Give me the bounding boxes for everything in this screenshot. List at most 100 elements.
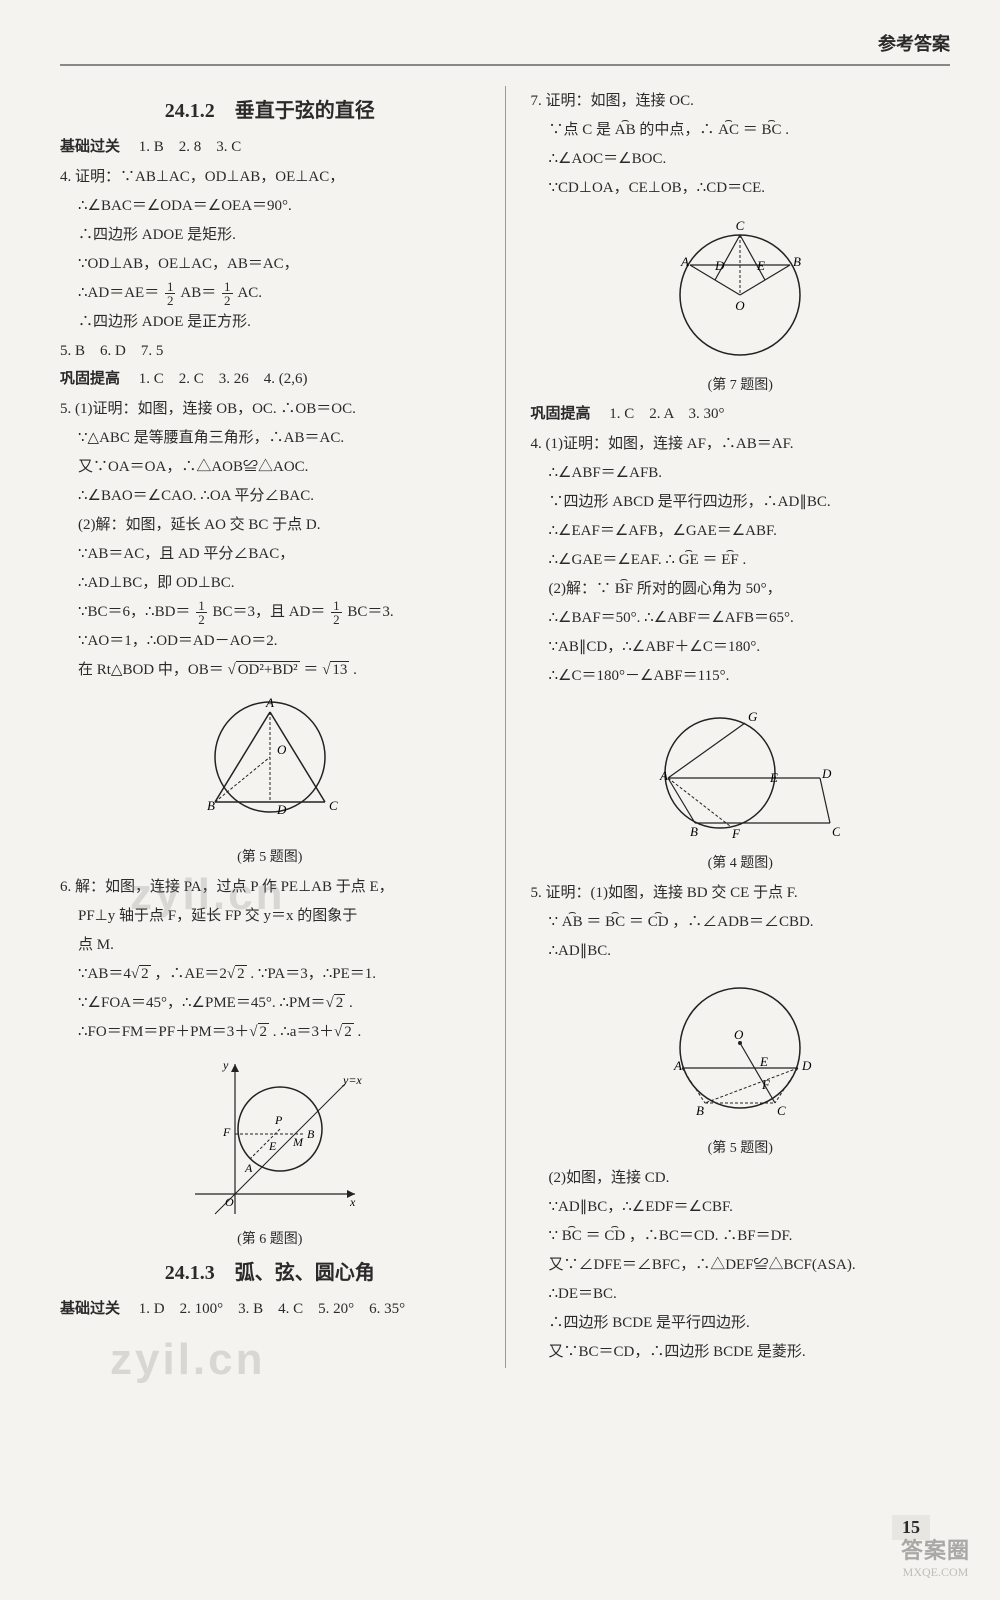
basic-answers-line-2: 基础过关 1. D 2. 100° 3. B 4. C 5. 20° 6. 35… [60,1297,480,1323]
q5-line1: 5. (1)证明：如图，连接 OB，OC. ∴OB＝OC. [60,396,480,423]
q5-line7: ∴AD⊥BC，即 OD⊥BC. [60,570,480,597]
rq4-line8: ∵AB∥CD，∴∠ABF＋∠C＝180°. [531,634,951,661]
svg-text:D: D [821,766,832,781]
watermark-logo: 答案圈 MXQE.COM [901,1533,970,1580]
consolidate-label-2: 巩固提高 [531,406,591,422]
rq4-line4: ∴∠EAF＝∠AFB，∠GAE＝∠ABF. [531,518,951,545]
svg-text:C: C [777,1103,786,1118]
svg-text:A: A [265,695,274,710]
basic-tail: 5. B 6. D 7. 5 [60,339,480,365]
fig4-caption: (第 4 题图) [531,852,951,872]
q7-line3: ∴∠AOC＝∠BOC. [531,146,951,173]
rq5-line8: ∴DE＝BC. [531,1281,951,1308]
svg-text:O: O [277,742,287,757]
q4-label: 4. [60,169,71,185]
svg-text:G: G [748,709,758,724]
two-columns: 24.1.2 垂直于弦的直径 基础过关 1. B 2. 8 3. C 4. 证明… [60,86,950,1368]
basic-answers: 1. B 2. 8 3. C [139,139,242,155]
basic-label-2: 基础过关 [60,1301,120,1317]
q6-line5: ∵∠FOA＝45°，∴∠PME＝45°. ∴PM＝√2 . [60,990,480,1017]
rq5-line2: ∵ AB ＝ BC ＝ CD ，∴∠ADB＝∠CBD. [531,909,951,936]
rq5-line9: ∴四边形 BCDE 是平行四边形. [531,1310,951,1337]
consolidate-label: 巩固提高 [60,371,120,387]
q6-line1: 6. 解：如图，连接 PA，过点 P 作 PE⊥AB 于点 E， [60,874,480,901]
svg-text:A: A [673,1058,682,1073]
svg-text:D: D [714,258,725,273]
header-title: 参考答案 [878,34,950,54]
svg-text:x: x [349,1195,356,1209]
q5-line2: ∵△ABC 是等腰直角三角形，∴AB＝AC. [60,425,480,452]
svg-text:F: F [761,1077,771,1092]
consolidate-line: 巩固提高 1. C 2. C 3. 26 4. (2,6) [60,367,480,393]
svg-text:E: E [769,770,778,785]
basic-answers-2: 1. D 2. 100° 3. B 4. C 5. 20° 6. 35° [139,1301,405,1317]
svg-text:B: B [696,1103,704,1118]
q4-line6: ∴四边形 ADOE 是正方形. [60,309,480,336]
q6-line2: PF⊥y 轴于点 F，延长 FP 交 y＝x 的图象于 [60,903,480,930]
section-title-24-1-3: 24.1.3 弧、弦、圆心角 [60,1256,480,1285]
rq5-line7: 又∵∠DFE＝∠BFC，∴△DEF≌△BCF(ASA). [531,1252,951,1279]
rq4-label: 4. [531,436,542,452]
q4-line4: ∵OD⊥AB，OE⊥AC，AB＝AC， [60,251,480,278]
svg-text:E: E [268,1139,277,1153]
rq5-line10: 又∵BC＝CD，∴四边形 BCDE 是菱形. [531,1339,951,1366]
q5-line4: ∴∠BAO＝∠CAO. ∴OA 平分∠BAC. [60,483,480,510]
svg-text:B: B [793,254,801,269]
svg-text:B: B [207,798,215,813]
rq5-line5: ∵AD∥BC，∴∠EDF＝∠CBF. [531,1194,951,1221]
svg-text:B: B [307,1127,315,1141]
rq5-line4: (2)如图，连接 CD. [531,1165,951,1192]
q6-line6: ∴FO＝FM＝PF＋PM＝3＋√2 . ∴a＝3＋√2 . [60,1019,480,1046]
rq5-line1: 5. 证明：(1)如图，连接 BD 交 CE 于点 F. [531,880,951,907]
q5-line5: (2)解：如图，延长 AO 交 BC 于点 D. [60,512,480,539]
svg-text:D: D [276,802,287,817]
figure-4-right: A B C D E F G (第 4 题图) [531,698,951,872]
svg-text:O: O [225,1195,234,1209]
q5-line3: 又∵OA＝OA，∴△AOB≌△AOC. [60,454,480,481]
figure-7-right: C A B D E O (第 7 题图) [531,210,951,394]
svg-text:F: F [222,1125,231,1139]
rq4-line9: ∴∠C＝180°－∠ABF＝115°. [531,663,951,690]
section-title-24-1-2: 24.1.2 垂直于弦的直径 [60,94,480,123]
svg-text:y=x: y=x [342,1073,362,1087]
q6-label: 6. [60,879,71,895]
rq5-line6: ∵ BC ＝ CD ，∴BC＝CD. ∴BF＝DF. [531,1223,951,1250]
svg-text:M: M [292,1135,304,1149]
fig5-caption: (第 5 题图) [60,846,480,866]
svg-text:B: B [690,824,698,839]
logo-cn: 答案圈 [901,1533,970,1565]
q4-line1: 4. 证明：∵AB⊥AC，OD⊥AB，OE⊥AC， [60,164,480,191]
rq4-line7: ∴∠BAF＝50°. ∴∠ABF＝∠AFB＝65°. [531,605,951,632]
q4-line5: ∴AD＝AE＝ 12 AB＝ 12 AC. [60,280,480,307]
consolidate-line-2: 巩固提高 1. C 2. A 3. 30° [531,402,951,428]
rq4-line6: (2)解：∵ BF 所对的圆心角为 50°， [531,576,951,603]
fig6-caption: (第 6 题图) [60,1228,480,1248]
fig7-caption: (第 7 题图) [531,374,951,394]
logo-url: MXQE.COM [901,1565,970,1580]
figure-6-left: O x y y=x F P B A M E (第 6 题图) [60,1054,480,1248]
svg-text:C: C [832,824,840,839]
q7-line1: 7. 证明：如图，连接 OC. [531,88,951,115]
fig5r-caption: (第 5 题图) [531,1137,951,1157]
svg-text:C: C [736,218,745,233]
right-column: 7. 证明：如图，连接 OC. ∵点 C 是 AB 的中点，∴ AC ＝ BC … [531,86,951,1368]
rq4-line5: ∴∠GAE＝∠EAF. ∴ GE ＝ EF . [531,547,951,574]
column-divider [505,86,506,1368]
page-header: 参考答案 [60,30,950,66]
svg-text:D: D [801,1058,812,1073]
q5-line6: ∵AB＝AC，且 AD 平分∠BAC， [60,541,480,568]
svg-text:A: A [659,768,668,783]
q5-label: 5. [60,401,71,417]
svg-text:O: O [734,1027,744,1042]
q5-line8: ∵BC＝6，∴BD＝ 12 BC＝3，且 AD＝ 12 BC＝3. [60,599,480,626]
q5-line9: ∵AO＝1，∴OD＝AD－AO＝2. [60,628,480,655]
basic-answers-line: 基础过关 1. B 2. 8 3. C [60,135,480,161]
svg-text:F: F [731,826,741,841]
fraction-half: 12 [331,599,342,626]
consolidate-answers-2: 1. C 2. A 3. 30° [609,406,724,422]
q7-label: 7. [531,93,542,109]
svg-text:A: A [244,1161,253,1175]
svg-text:O: O [736,298,746,313]
rq4-line3: ∵四边形 ABCD 是平行四边形，∴AD∥BC. [531,489,951,516]
q7-line4: ∵CD⊥OA，CE⊥OB，∴CD＝CE. [531,175,951,202]
